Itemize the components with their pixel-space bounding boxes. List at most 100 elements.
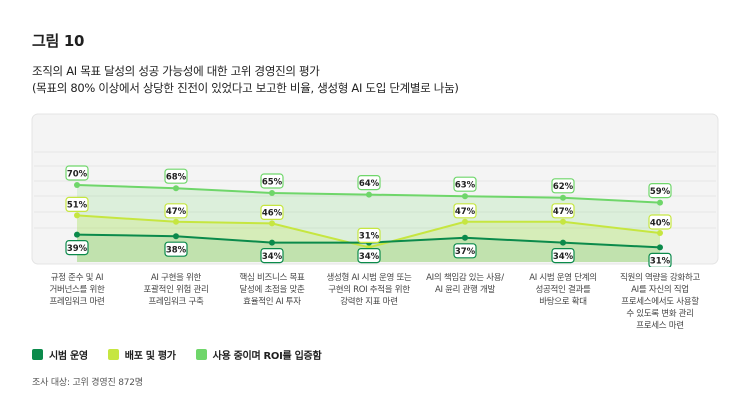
point-pilot-0 [74,231,80,238]
label-deploy-3-box [357,227,381,244]
label-pilot-0-text: 39% [67,244,88,254]
x-axis-label-3-line-0: 생성형 AI 시범 운영 또는 [326,273,412,283]
label-pilot-4: 37% [453,243,477,259]
data-labels: 70% 51% 39% 68% 47% 38% 65% 46% 34% 64% 31% 34% 63% 4… [65,165,672,267]
label-roi-4: 63% [453,176,477,192]
x-axis-label-4-line-1: AI 윤리 관행 개발 [434,285,496,295]
x-axis-label-3-line-2: 강력한 지표 마련 [340,297,398,307]
label-roi-4-text: 63% [455,181,476,191]
x-axis-label-4-line-0: AI의 책임감 있는 사용/ [426,273,504,283]
legend-item-deploy: 배포 및 평가 [107,347,176,362]
legend-label-roi: 사용 중이며 ROI를 입증함 [212,351,322,362]
label-deploy-1-box [164,203,188,219]
legend-item-pilot: 시범 운영 [32,347,88,362]
label-deploy-6-box [648,214,672,230]
label-pilot-2: 34% [260,248,284,264]
x-axis-label-0-line-0: 규정 준수 및 AI [50,273,104,283]
label-deploy-5-text: 47% [553,207,574,217]
point-deploy-1 [173,218,179,225]
x-axis-label-1-line-1: 포괄적인 위험 관리 [143,285,209,295]
label-deploy-4-box [453,203,477,219]
legend-swatch-roi [195,349,207,360]
area-deploy [77,215,660,262]
label-deploy-0-text: 51% [67,201,88,211]
point-roi-4 [462,193,468,200]
label-roi-6-text: 59% [650,187,671,197]
legend-label-pilot: 시범 운영 [49,351,88,362]
legend-label-deploy: 배포 및 평가 [124,351,176,362]
x-axis-label-0-line-2: 프레임워크 마련 [49,297,105,307]
series-areas [77,185,660,262]
label-deploy-1-text: 47% [166,207,187,217]
x-axis-label-5-line-0: AI 시범 운영 단계의 [529,273,597,283]
x-axis-label-6-line-3: 수 있도록 변화 관리 [626,309,694,319]
x-axis-label-3-line-1: 구현의 ROI 추적을 위한 [328,285,410,295]
label-deploy-2: 46% [260,204,284,221]
label-deploy-3-text: 31% [359,232,380,242]
line-chart: 70% 51% 39% 68% 47% 38% 65% 46% 34% 64% 31% 34% 63% 4… [31,113,719,267]
chart-title: 조직의 AI 목표 달성의 성공 가능성에 대한 고위 경영진의 평가 (목표의… [32,63,459,97]
label-roi-2-box [260,173,284,189]
label-roi-3-box [357,174,381,191]
point-deploy-6 [657,230,663,236]
label-roi-0-box [65,165,89,181]
label-deploy-2-box [260,204,284,221]
point-pilot-6 [657,244,663,251]
label-pilot-1: 38% [164,241,188,257]
label-roi-5-box [551,178,575,194]
x-axis-label-1-line-2: 프레임워크 구축 [148,297,204,307]
label-deploy-0: 51% [65,196,89,213]
point-roi-1 [173,185,179,192]
x-axis-label-5-line-2: 바탕으로 확대 [539,297,587,307]
point-pilot-1 [173,233,179,240]
label-pilot-2-box [260,248,284,264]
label-roi-3-text: 64% [359,179,380,189]
label-pilot-4-box [453,243,477,259]
x-axis-label-2: 핵심 비즈니스 목표 달성에 초점을 맞춘 효율적인 AI 투자 [223,272,321,308]
point-roi-6 [657,199,663,206]
label-deploy-4-text: 47% [455,207,476,217]
label-roi-2: 65% [260,173,284,189]
label-pilot-5: 34% [551,248,575,264]
x-axis-label-2-line-2: 효율적인 AI 투자 [243,297,301,307]
label-roi-3: 64% [357,174,381,191]
figure-label: 그림 10 [32,32,85,50]
label-pilot-3-text: 34% [359,252,380,262]
point-pilot-4 [462,234,468,241]
label-roi-6: 59% [648,182,672,199]
chart-title-line1: 조직의 AI 목표 달성의 성공 가능성에 대한 고위 경영진의 평가 [32,64,320,78]
x-axis-label-6-line-0: 직원의 역량을 강화하고 [619,273,700,283]
label-roi-4-box [453,176,477,192]
label-pilot-3-box [357,248,381,264]
x-axis-label-1: AI 구현을 위한 포괄적인 위험 관리 프레임워크 구축 [127,272,225,308]
label-pilot-0: 39% [65,240,89,256]
point-roi-3 [366,191,372,198]
legend-swatch-pilot [32,349,43,360]
label-pilot-1-box [164,241,188,257]
label-pilot-6-box [648,252,672,267]
series-points [74,182,663,251]
label-deploy-3: 31% [357,227,381,244]
point-deploy-4 [462,218,468,225]
label-roi-1-box [164,168,188,184]
x-axis-label-4: AI의 책임감 있는 사용/AI 윤리 관행 개발 [416,272,514,296]
label-pilot-0-box [65,240,89,256]
point-pilot-2 [269,239,275,246]
label-deploy-5: 47% [551,203,575,219]
point-pilot-5 [560,239,566,246]
label-pilot-6-text: 31% [650,257,671,267]
label-deploy-2-text: 46% [262,209,283,219]
label-pilot-5-box [551,248,575,264]
footnote: 조사 대상: 고위 경영진 872명 [32,378,143,388]
label-pilot-2-text: 34% [262,252,283,262]
legend-swatch-deploy [107,349,119,360]
point-roi-5 [560,194,566,201]
x-axis-label-5: AI 시범 운영 단계의 성공적인 결과를 바탕으로 확대 [514,272,612,308]
label-deploy-0-box [65,196,89,213]
x-axis-label-6: 직원의 역량을 강화하고 AI를 자신의 직업 프로세스에서도 사용할 수 있도록 변… [611,272,709,332]
label-deploy-6-text: 40% [650,218,671,228]
x-axis-label-0-line-1: 거버넌스를 위한 [49,285,105,295]
area-roi [77,185,660,262]
label-roi-1: 68% [164,168,188,184]
